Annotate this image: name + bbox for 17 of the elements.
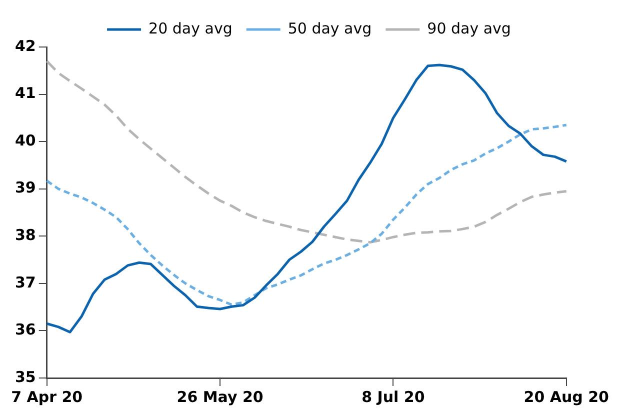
- x-tick-label: 7 Apr 20: [11, 388, 83, 406]
- y-tick-label: 41: [15, 84, 36, 102]
- y-tick-label: 38: [15, 226, 36, 244]
- y-tick-label: 40: [15, 131, 36, 150]
- legend-label: 20 day avg: [148, 19, 232, 38]
- x-tick-label: 26 May 20: [176, 388, 264, 406]
- line-series: [46, 60, 568, 244]
- y-tick-label: 37: [15, 273, 36, 292]
- x-tick-label: 8 Jul 20: [362, 388, 425, 406]
- line-series: [46, 124, 568, 306]
- legend-label: 90 day avg: [427, 19, 511, 38]
- y-tick-label: 35: [15, 368, 36, 386]
- y-tick-label: 36: [15, 320, 36, 339]
- y-tick-label: 39: [15, 178, 36, 197]
- x-tick-label: 20 Aug 20: [524, 388, 609, 406]
- legend-label: 50 day avg: [288, 19, 372, 38]
- y-tick-label: 42: [15, 36, 36, 55]
